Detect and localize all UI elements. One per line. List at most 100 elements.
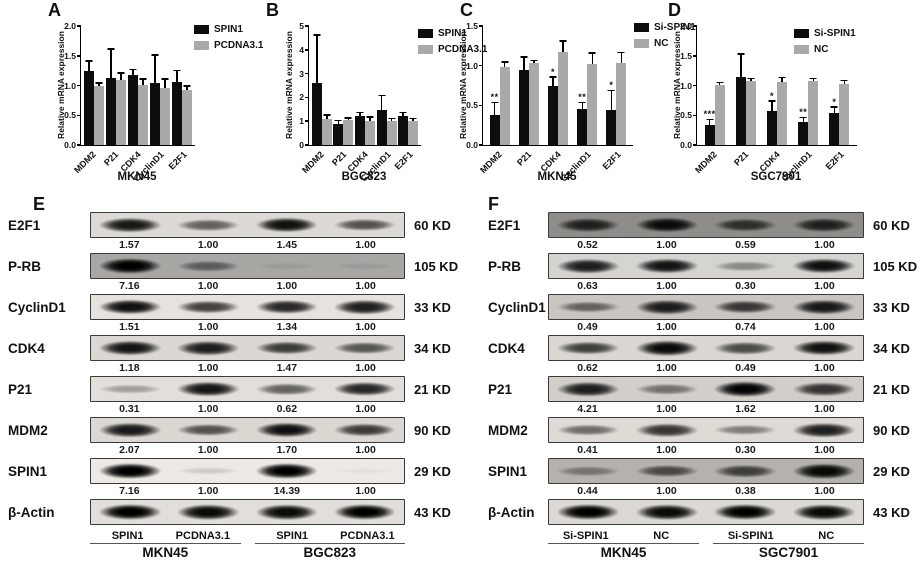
blot-row: MDM2 90 KD [460, 417, 922, 443]
protein-band [635, 383, 699, 395]
protein-band [713, 504, 777, 520]
bar: * [548, 26, 558, 145]
blot-panel-e: E E2F1 60 KD 1.57 1.00 1.45 1.00 P-RB 105 KD 7.16… [0, 190, 460, 570]
band-value: 1.00 [814, 279, 835, 292]
significance-marker: ** [490, 91, 499, 102]
band-value: 0.30 [735, 279, 756, 292]
bar [364, 26, 375, 145]
x-category-label: E2F1 [601, 149, 624, 172]
blot-lane [248, 418, 326, 442]
band-value: 1.51 [119, 320, 140, 333]
bar [714, 26, 725, 145]
band-values: 0.31 1.00 0.62 1.00 [90, 403, 405, 415]
error-bar-cap [549, 76, 557, 78]
y-tick: 3 [275, 69, 309, 79]
lane-label: NC [653, 530, 670, 542]
molecular-weight-label: 29 KD [414, 463, 451, 479]
error-bar-cap [85, 60, 93, 62]
band-value: 1.00 [656, 361, 677, 374]
error-bar [412, 119, 414, 122]
legend-item: Si-SPIN1 [794, 28, 856, 39]
bar-fill [398, 115, 409, 145]
protein-band [635, 258, 699, 274]
panel-letter: E [33, 194, 46, 214]
bar-fill [364, 121, 375, 145]
y-tick-label: 2.0 [64, 21, 76, 31]
blot-lane [628, 336, 707, 360]
blot-lane [785, 254, 864, 278]
lane-label: SPIN1 [276, 530, 309, 542]
protein-band [98, 258, 162, 274]
blot-lane [248, 336, 326, 360]
significance-marker: * [609, 80, 614, 91]
blot-lane [706, 459, 785, 483]
y-tick-label: 2 [299, 92, 304, 103]
error-bar [562, 41, 564, 53]
error-bar [88, 61, 90, 71]
bar-fill [354, 115, 365, 145]
protein-band [177, 423, 240, 437]
bars [81, 26, 195, 145]
blot-lane [549, 295, 628, 319]
significance-marker: *** [703, 109, 716, 120]
band-value: 1.00 [656, 484, 677, 497]
error-bar-cap [737, 53, 745, 55]
band-value: 1.00 [355, 443, 376, 456]
protein-band [333, 381, 397, 397]
protein-band [255, 299, 318, 315]
molecular-weight-label: 43 KD [873, 504, 910, 520]
band-value: 7.16 [119, 484, 140, 497]
y-tick-label: 1.5 [64, 50, 76, 61]
protein-label: CyclinD1 [8, 299, 66, 315]
protein-band [255, 262, 318, 270]
bar [398, 26, 409, 145]
protein-label: P-RB [8, 258, 41, 274]
blot-row: P21 21 KD [460, 376, 922, 402]
protein-band [635, 504, 699, 520]
blot-lane [549, 500, 628, 524]
bar-group [514, 26, 543, 145]
x-category-label: E2F1 [824, 149, 847, 172]
blot-lane [91, 213, 169, 237]
error-bar [110, 49, 112, 79]
error-bar [781, 78, 783, 82]
molecular-weight-label: 105 KD [873, 258, 918, 274]
lane-label: PCDNA3.1 [340, 530, 395, 542]
band-value: 1.00 [656, 279, 677, 292]
error-bar-cap [530, 59, 538, 61]
bar [84, 26, 94, 145]
blot-lane [169, 213, 247, 237]
error-bar [812, 78, 814, 82]
error-bar-cap [334, 119, 342, 122]
bar [94, 26, 104, 145]
blot-lane [169, 377, 247, 401]
protein-band [713, 424, 777, 436]
cell-line-label: MKN45 [600, 545, 647, 560]
cell-line-label: MKN45 [142, 545, 189, 560]
bar-fill [839, 84, 850, 145]
error-bar [326, 115, 328, 120]
bar-fill [616, 62, 627, 145]
band-values: 0.63 1.00 0.30 1.00 [548, 280, 864, 292]
error-bar-cap [840, 79, 848, 82]
band-values-row: 2.07 1.00 1.70 1.00 [0, 443, 460, 456]
bar [116, 26, 126, 145]
blot-lane [91, 336, 169, 360]
error-bar-cap [778, 76, 786, 79]
y-tick-mark [305, 49, 309, 51]
band-values: 0.44 1.00 0.38 1.00 [548, 485, 864, 497]
blot-lane [706, 418, 785, 442]
error-bar-cap [768, 100, 776, 102]
bar: ** [577, 26, 588, 145]
band-values-row: 0.44 1.00 0.38 1.00 [460, 484, 922, 497]
bar-chart-panel-c: C Relative mRNA expression 0.0 0.5 1.0 1.5 ** *… [452, 0, 696, 190]
error-bar [843, 81, 846, 85]
molecular-weight-label: 90 KD [873, 422, 910, 438]
error-bar-cap [313, 34, 321, 36]
band-values: 1.18 1.00 1.47 1.00 [90, 362, 405, 374]
error-bar [380, 96, 383, 111]
y-tick-mark [77, 25, 81, 27]
blot-lane [706, 500, 785, 524]
y-tick-label: 1.0 [64, 80, 76, 91]
protein-band [792, 504, 856, 520]
